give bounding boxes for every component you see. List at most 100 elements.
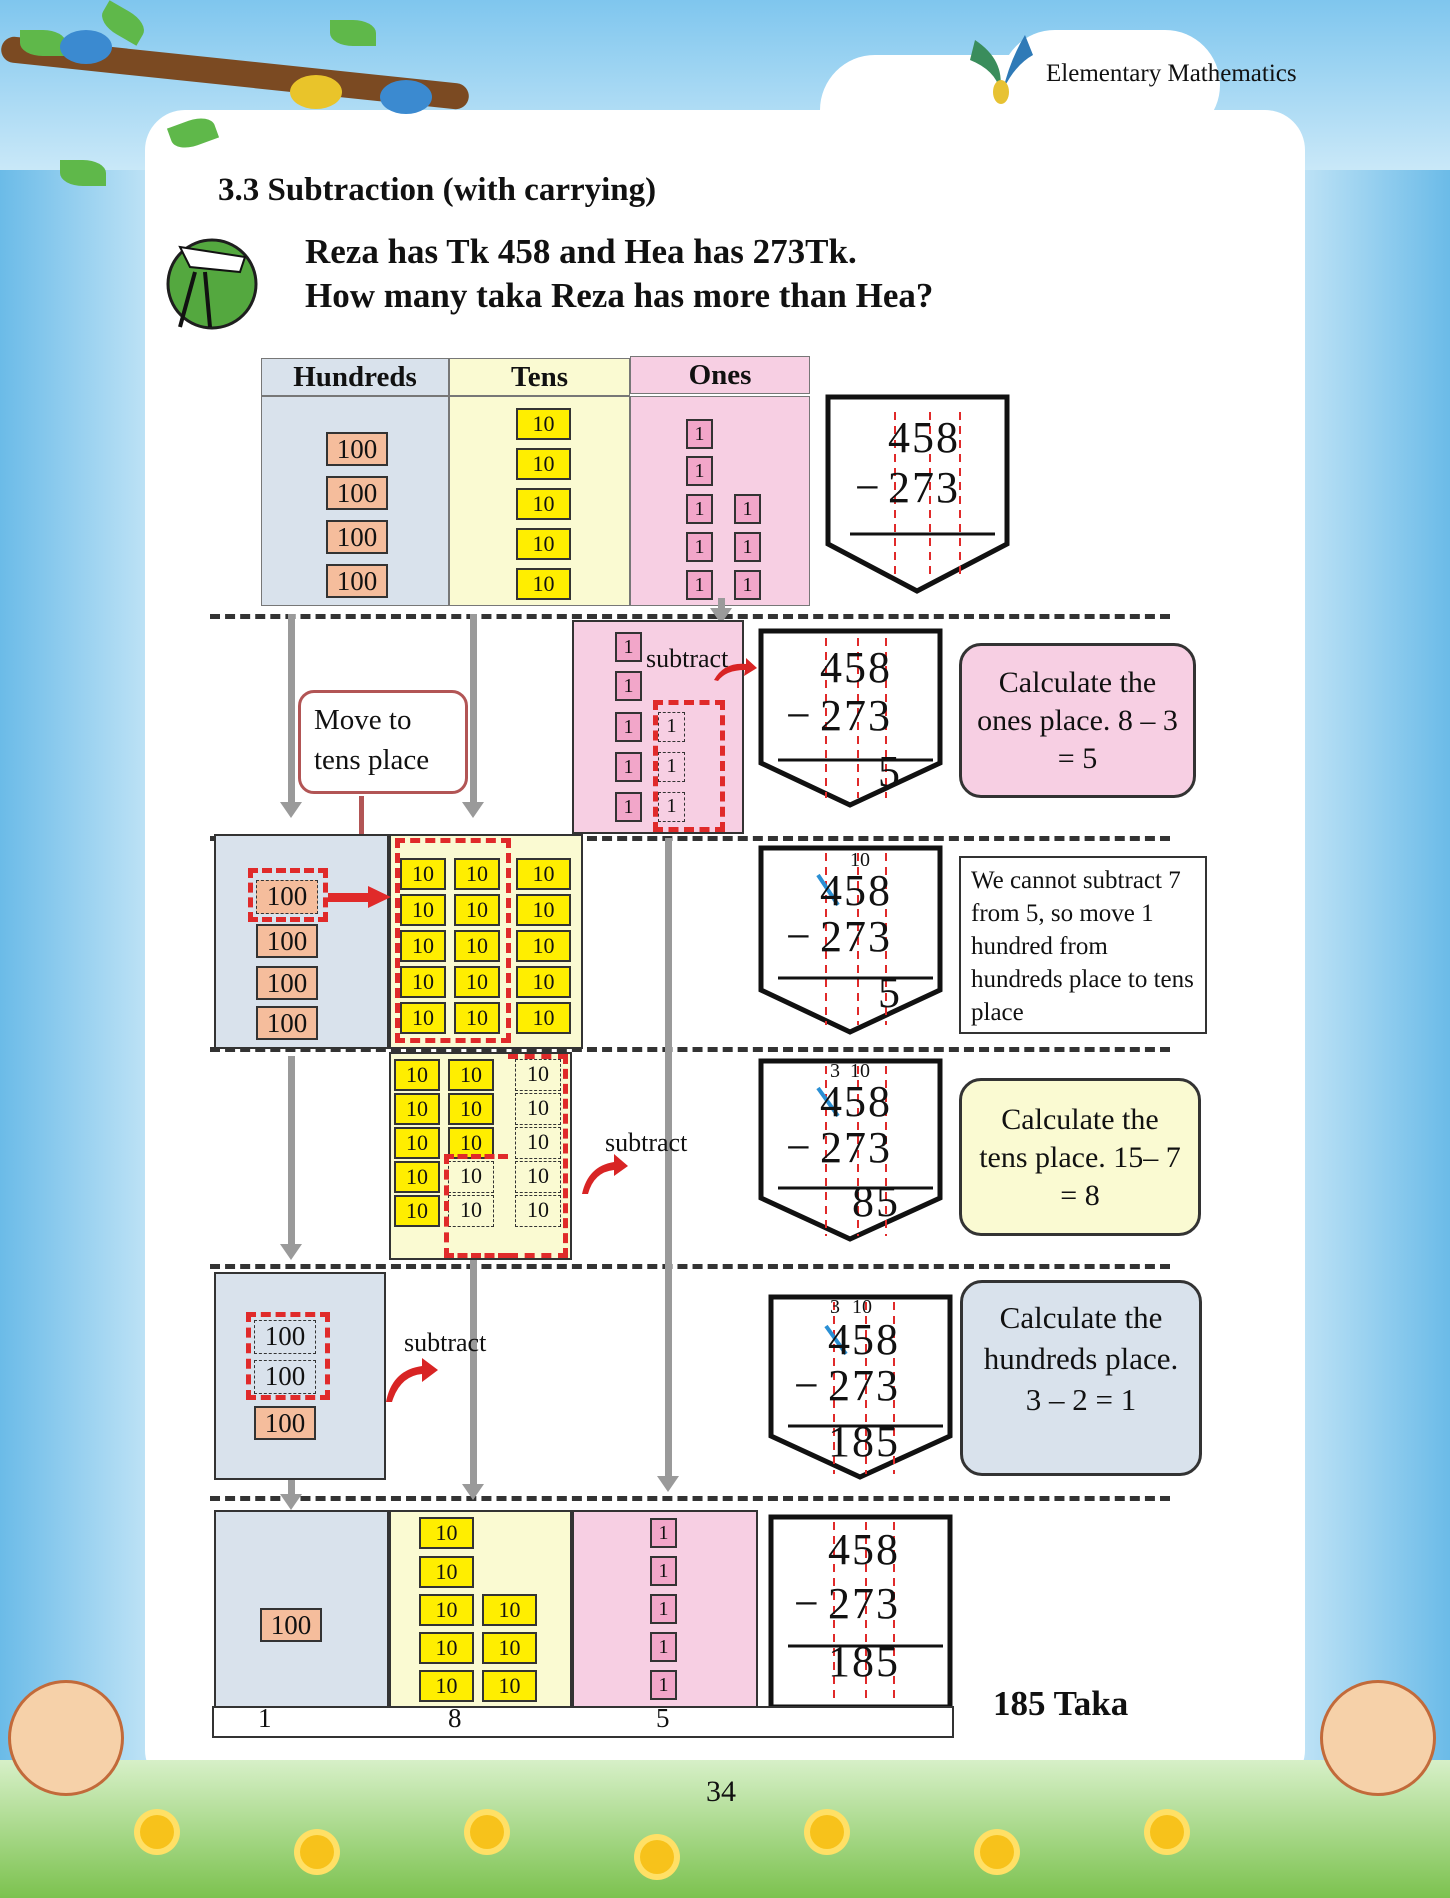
result-digit-row [212,1706,954,1738]
removed-ten-block: 10 [515,1059,561,1091]
hundred-block: 100 [260,1608,322,1642]
ten-block: 10 [482,1670,537,1702]
calc-box-4: 3 10 458 − 273 85 [758,1058,943,1242]
ten-block: 10 [400,858,446,890]
minus-sign: − [786,912,813,961]
final-answer: 185 Taka [993,1684,1129,1723]
ten-block: 10 [394,1195,440,1227]
note-borrow: We cannot subtract 7 from 5, so move 1 h… [959,856,1207,1034]
note-hundreds: Calculate the hundreds place. 3 – 2 = 1 [960,1280,1202,1476]
one-block: 1 [650,1632,677,1662]
leaf [330,20,376,46]
one-block: 1 [650,1518,677,1548]
bird-icon [290,75,342,109]
final-tens-panel [389,1510,572,1708]
ten-block: 10 [419,1556,474,1588]
ten-block: 10 [394,1059,440,1091]
ones-panel [630,396,810,606]
red-arrow-icon [386,1358,438,1402]
calc-result: 85 [852,1177,900,1226]
removed-one-block: 1 [658,792,685,822]
question-line-2: How many taka Reza has more than Hea? [305,276,934,315]
one-block: 1 [686,419,713,449]
flow-arrow [280,1478,302,1510]
removed-hundred-block: 100 [254,1320,316,1354]
one-block: 1 [615,632,642,662]
kid-icon [1320,1680,1436,1796]
section-title: 3.3 Subtraction (with carrying) [218,172,657,208]
ten-block: 10 [419,1517,474,1549]
calc-result: 5 [878,747,902,796]
calc-bottom-number: 273 [828,1579,900,1628]
hundred-block: 100 [256,924,318,958]
removed-one-block: 1 [658,712,685,742]
move-callout [298,690,468,794]
header-title: Elementary Mathematics [1046,60,1297,87]
flower-icon [980,1835,1014,1869]
ten-block: 10 [516,568,571,600]
bird-icon [380,80,432,114]
flow-arrow [462,614,484,818]
hundred-block: 100 [326,476,388,510]
subtract-highlight [444,1154,508,1258]
calc-result: 5 [878,968,902,1017]
ten-block: 10 [448,1059,494,1091]
ten-block: 10 [394,1127,440,1159]
flower-icon [470,1815,504,1849]
calc-top-number: 458 [888,413,960,462]
flower-icon [810,1815,844,1849]
one-block: 1 [615,712,642,742]
carry-mark: 10 [852,1296,872,1318]
carry-mark: 3 [830,1296,840,1318]
tens-header: Tens [449,358,630,396]
one-block: 1 [686,494,713,524]
ten-block: 10 [454,930,500,962]
one-block: 1 [615,752,642,782]
subtract-label: subtract [646,644,729,673]
red-arrow-icon [582,1154,628,1194]
hundreds-subtract-panel [214,1272,386,1480]
one-block: 1 [615,792,642,822]
calc-bottom-number: 273 [820,691,892,740]
ten-block: 10 [400,966,446,998]
calc-top-number: 458 [820,1077,892,1126]
grass [0,1760,1450,1898]
ten-block: 10 [516,894,571,926]
pencil-compass-icon [166,238,258,330]
ten-block: 10 [394,1093,440,1125]
step-divider [210,1496,1170,1501]
one-block: 1 [650,1556,677,1586]
flow-arrow [710,598,732,624]
one-block: 1 [734,494,761,524]
hundred-block: 100 [326,520,388,554]
hundred-block: 100 [254,1406,316,1440]
minus-sign: − [786,1123,813,1172]
leaf [60,160,106,186]
bird-icon [970,35,1033,104]
carry-mark: 10 [850,849,870,871]
moved-hundred-block: 100 [256,880,318,914]
ten-block: 10 [516,930,571,962]
result-digit-hundreds: 1 [258,1703,272,1733]
calc-box-2: 458 − 273 5 [758,628,943,808]
ten-block: 10 [419,1594,474,1626]
calc-result: 185 [828,1637,900,1686]
ten-block: 10 [454,1002,500,1034]
kid-icon [8,1680,124,1796]
calc-box-3: 10 458 − 273 5 [758,845,943,1035]
ten-block: 10 [516,528,571,560]
hundreds-header: Hundreds [261,358,449,396]
step-divider [210,1264,1170,1269]
flower-icon [640,1840,674,1874]
ten-block: 10 [516,408,571,440]
removed-ten-block: 10 [515,1093,561,1125]
one-block: 1 [686,532,713,562]
subtract-highlight [246,1312,330,1400]
ten-block: 10 [516,966,571,998]
ten-block: 10 [448,1127,494,1159]
ten-block: 10 [454,858,500,890]
ones-header: Ones [630,356,810,394]
move-callout-text: Move to tens place [314,704,430,776]
note-tens: Calculate the tens place. 15– 7 = 8 [959,1078,1201,1236]
minus-sign: − [855,463,882,512]
